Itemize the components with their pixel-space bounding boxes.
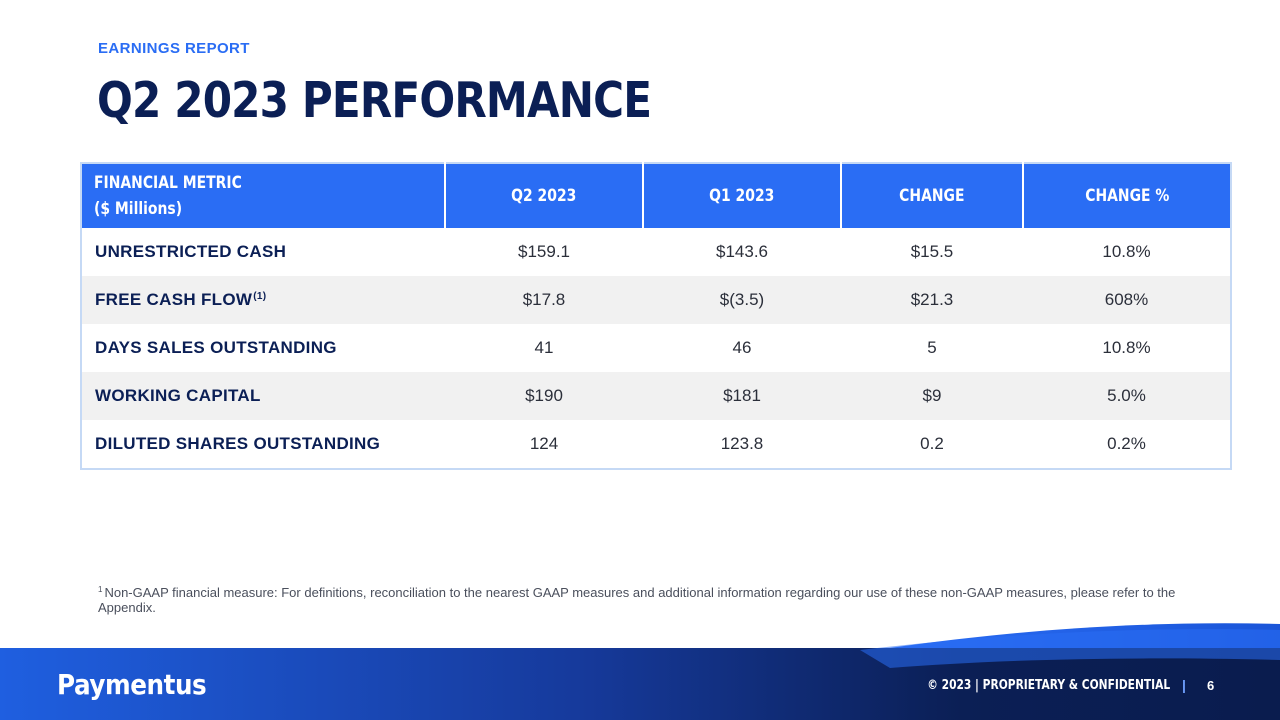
- table-header-row: FINANCIAL METRIC ($ Millions) Q2 2023 Q1…: [81, 163, 1231, 228]
- table-row: DAYS SALES OUTSTANDING 41 46 5 10.8%: [81, 324, 1231, 372]
- table-row: UNRESTRICTED CASH $159.1 $143.6 $15.5 10…: [81, 228, 1231, 276]
- footnote-number: 1: [98, 585, 103, 594]
- report-subtitle: EARNINGS REPORT: [98, 40, 250, 57]
- cell-q2: $17.8: [445, 276, 643, 324]
- page-number: 6: [1207, 678, 1215, 693]
- header-metric-line2: ($ Millions): [94, 199, 183, 219]
- copyright-text: © 2023 | PROPRIETARY & CONFIDENTIAL: [927, 678, 1170, 693]
- cell-q1: $143.6: [716, 242, 768, 261]
- paymentus-logo: Paymentus: [57, 668, 207, 701]
- cell-q2: 124: [529, 434, 559, 453]
- cell-change: $9: [841, 372, 1023, 420]
- cell-q1: 46: [732, 338, 752, 357]
- header-change: CHANGE: [841, 163, 1024, 228]
- cell-change: 5: [927, 338, 937, 357]
- cell-q2: $159.1: [518, 242, 570, 261]
- financial-metrics-table: FINANCIAL METRIC ($ Millions) Q2 2023 Q1…: [80, 162, 1232, 470]
- cell-q1: 123.8: [720, 434, 764, 453]
- header-q1-2023: Q1 2023: [643, 163, 842, 228]
- cell-q1: $(3.5): [643, 276, 841, 324]
- row-label: FREE CASH FLOW(1): [81, 276, 445, 324]
- header-change-percent: CHANGE %: [1023, 163, 1231, 228]
- cell-change-percent: 0.2%: [1107, 434, 1146, 453]
- cell-change: $15.5: [910, 242, 954, 261]
- header-metric-line1: FINANCIAL METRIC: [94, 173, 242, 193]
- page-title: Q2 2023 PERFORMANCE: [97, 72, 652, 129]
- header-financial-metric: FINANCIAL METRIC ($ Millions): [81, 163, 446, 228]
- table-row: WORKING CAPITAL $190 $181 $9 5.0%: [81, 372, 1231, 420]
- row-label: UNRESTRICTED CASH: [95, 242, 287, 261]
- footnote-text: Non-GAAP financial measure: For definiti…: [98, 585, 1176, 615]
- footnote: 1 Non-GAAP financial measure: For definit…: [98, 582, 1178, 615]
- cell-change-percent: 608%: [1023, 276, 1231, 324]
- cell-q2: 41: [534, 338, 554, 357]
- table-row: FREE CASH FLOW(1) $17.8 $(3.5) $21.3 608…: [81, 276, 1231, 324]
- header-q2-2023: Q2 2023: [445, 163, 644, 228]
- row-label: WORKING CAPITAL: [81, 372, 445, 420]
- row-label: DILUTED SHARES OUTSTANDING: [95, 434, 381, 453]
- cell-change-percent: 5.0%: [1023, 372, 1231, 420]
- cell-q2: $190: [445, 372, 643, 420]
- footer-bar: Paymentus © 2023 | PROPRIETARY & CONFIDE…: [0, 623, 1280, 720]
- cell-change-percent: 10.8%: [1102, 242, 1151, 261]
- footnote-marker: (1): [253, 291, 267, 302]
- cell-change: 0.2: [920, 434, 944, 453]
- cell-change: $21.3: [841, 276, 1023, 324]
- cell-change-percent: 10.8%: [1102, 338, 1151, 357]
- footer-wave-graphic: [0, 623, 1280, 720]
- footer-separator: |: [1182, 677, 1186, 693]
- table-row: DILUTED SHARES OUTSTANDING 124 123.8 0.2…: [81, 420, 1231, 469]
- cell-q1: $181: [643, 372, 841, 420]
- row-label: DAYS SALES OUTSTANDING: [95, 338, 337, 357]
